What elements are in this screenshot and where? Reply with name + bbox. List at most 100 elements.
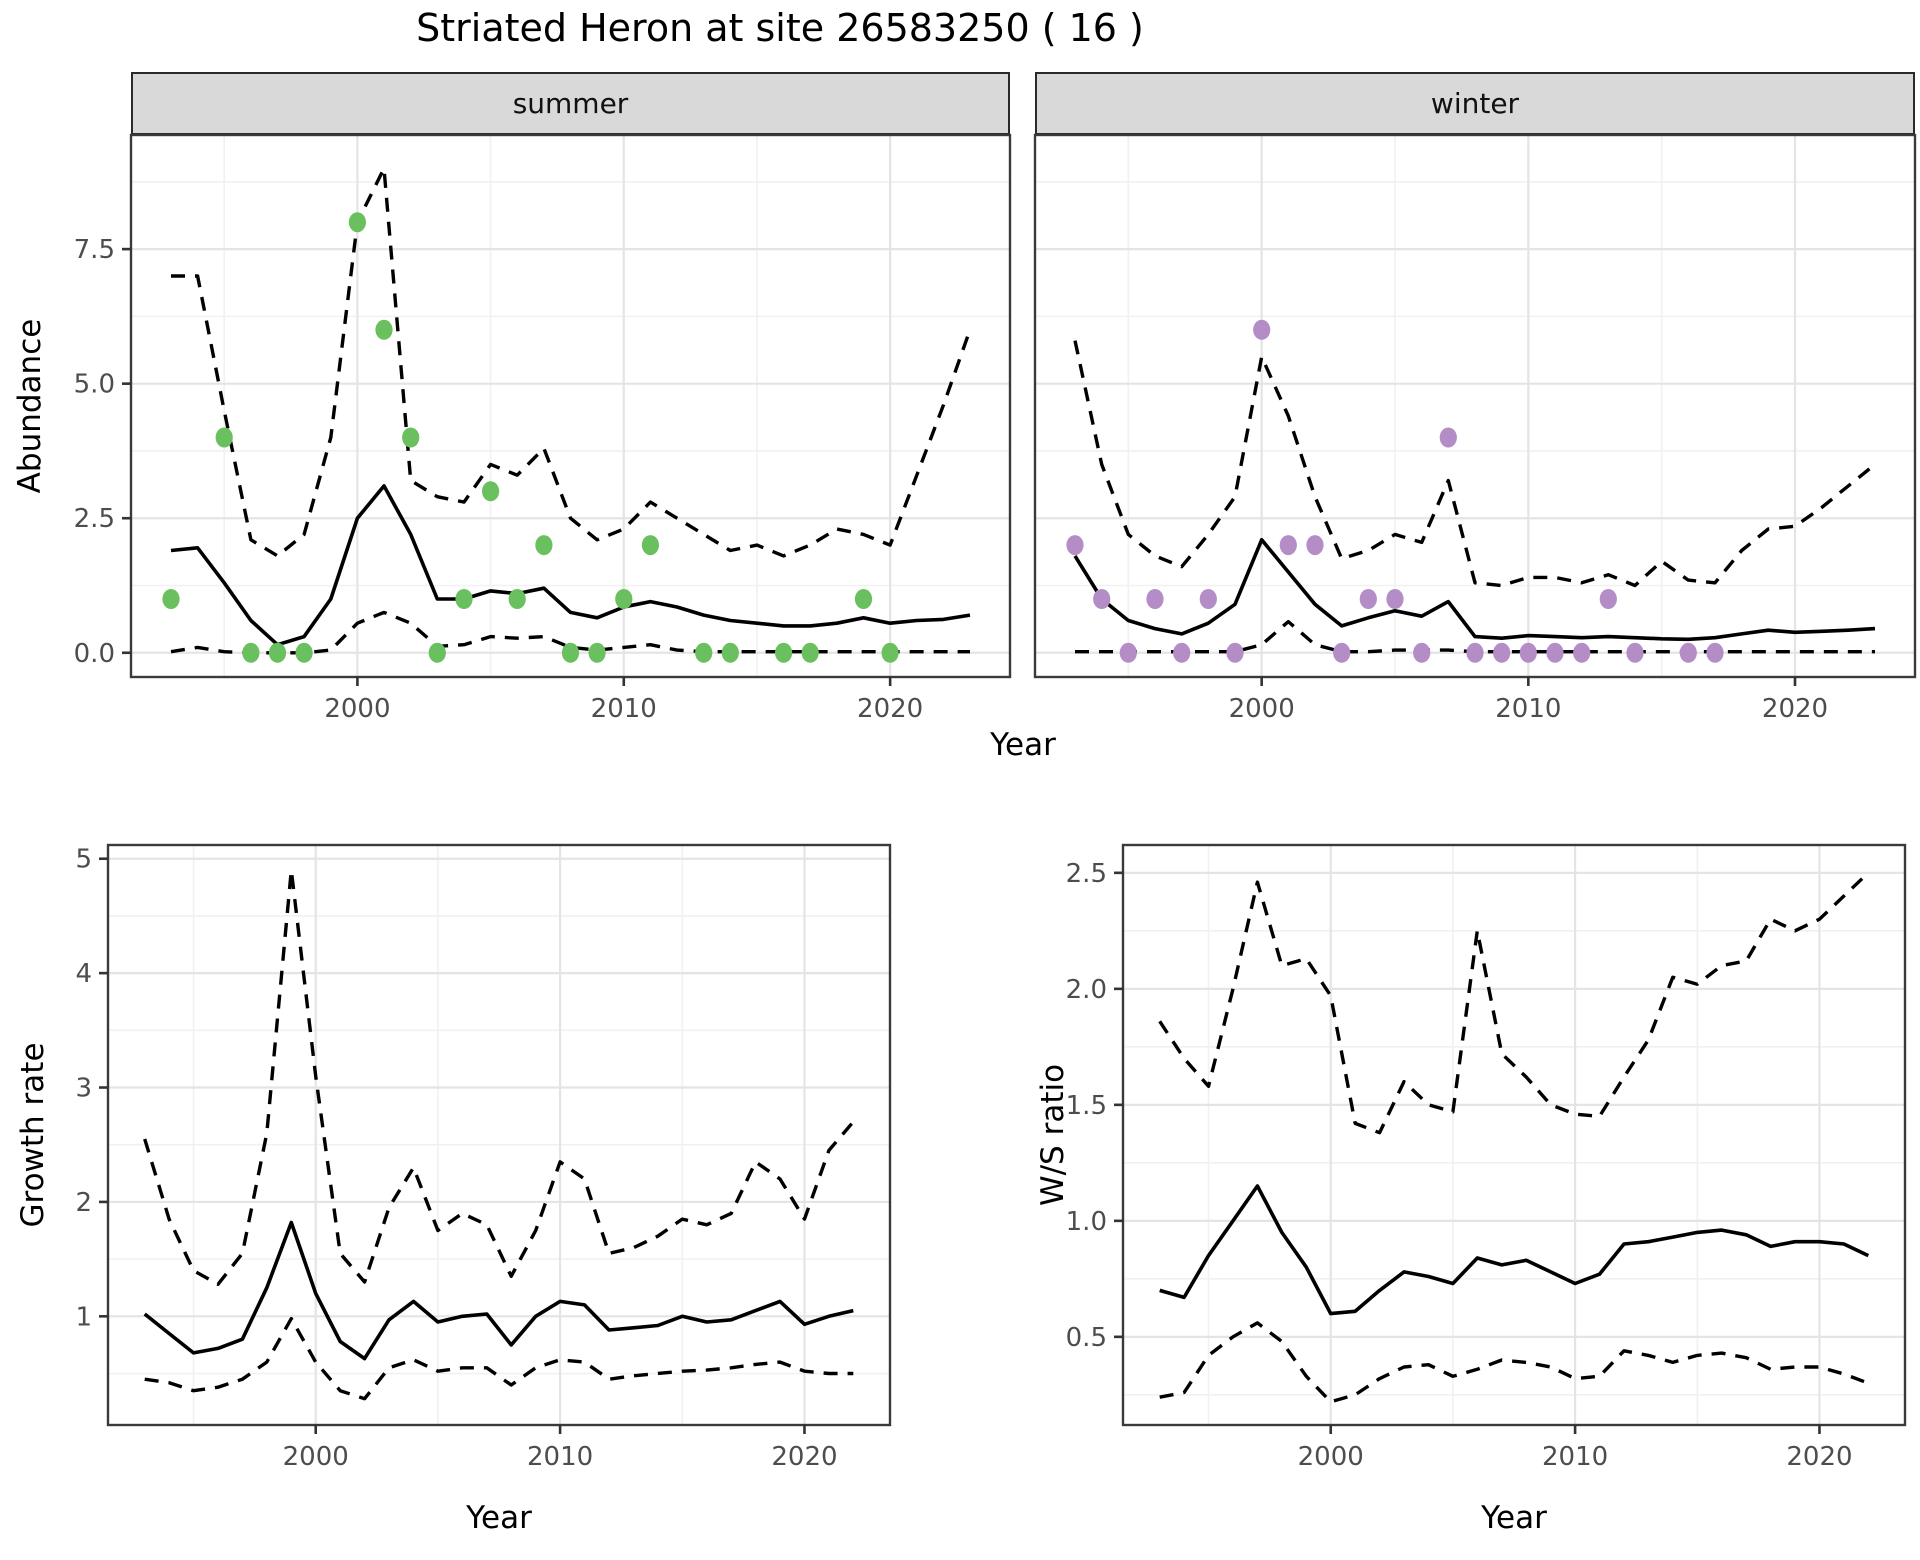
ci-upper-line [1158, 871, 1870, 1135]
x-tick-label: 2020 [857, 694, 923, 724]
y-axis-title-ws: W/S ratio [1035, 1063, 1071, 1207]
observed-point [375, 319, 393, 340]
observed-point [428, 642, 446, 663]
observed-point [1546, 642, 1564, 663]
growth_rate-panel: 2000 2010 2020 1 2 3 4 5 [75, 843, 892, 1472]
observed-point [881, 642, 899, 663]
ws_ratio-panel: 2000 2010 2020 0.5 1.0 1.5 2.0 2.5 [1066, 843, 1907, 1472]
y-axis-title-abundance: Abundance [12, 318, 48, 494]
x-tick-label: 2020 [1762, 694, 1828, 724]
observed-point [1439, 427, 1457, 448]
observed-point [1599, 589, 1617, 609]
x-tick-label: 2000 [283, 1442, 349, 1472]
axis-ticks [122, 247, 892, 686]
panel-background [1123, 845, 1905, 1425]
ci-lower-line [1159, 1321, 1869, 1404]
axis-tick-labels: 2000 2010 2020 0.5 1.0 1.5 2.0 2.5 [1066, 859, 1853, 1472]
observed-point [1333, 642, 1351, 663]
axis-ticks [99, 857, 806, 1434]
observed-point [1279, 535, 1297, 556]
x-tick-label: 2000 [1298, 1442, 1364, 1472]
observed-point [1466, 642, 1484, 663]
y-tick-label: 7.5 [74, 235, 115, 265]
x-tick-label: 2010 [1542, 1442, 1608, 1472]
panel-border [1121, 843, 1907, 1427]
axis-tick-labels: 2000 2010 2020 0.0 2.5 5.0 7.5 [74, 235, 924, 724]
x-tick-label: 2020 [1786, 1442, 1852, 1472]
x-tick-label: 2010 [591, 694, 657, 724]
x-tick-label: 2020 [771, 1442, 837, 1472]
observed-point [1119, 642, 1137, 663]
observed-point [535, 535, 553, 556]
y-tick-label: 4 [75, 959, 92, 989]
y-tick-label: 3 [75, 1074, 92, 1104]
observed-point [1519, 642, 1537, 663]
observed-point [1146, 589, 1164, 609]
facet-strip-summer: summer [131, 72, 1010, 135]
observed-point [1679, 642, 1697, 663]
y-tick-label: 2.5 [74, 504, 115, 534]
observed-point [482, 481, 500, 502]
median-line [143, 1220, 854, 1361]
median-line [1159, 1184, 1870, 1316]
observed-point [402, 427, 420, 448]
x-tick-label: 2000 [324, 694, 390, 724]
gridlines-minor [131, 135, 1010, 677]
observed-point [295, 642, 313, 663]
observed-point [775, 642, 793, 663]
observed-point [268, 642, 287, 663]
ci-upper-line [171, 166, 972, 558]
observed-points [162, 212, 899, 663]
gridlines-minor [1035, 135, 1915, 677]
ci-upper-line [143, 868, 855, 1286]
observed-point [348, 212, 366, 233]
observed-point [1413, 642, 1431, 663]
y-tick-label: 0.5 [1066, 1323, 1107, 1353]
median-line [170, 484, 971, 647]
ci-lower-line [144, 1316, 854, 1401]
observed-point [242, 642, 260, 663]
panel-background [108, 845, 890, 1425]
gridlines-minor [108, 845, 890, 1425]
observed-point [695, 642, 713, 663]
axis-ticks [1114, 871, 1821, 1434]
observed-point [1253, 319, 1271, 340]
y-tick-label: 5 [75, 845, 92, 875]
observed-point [1226, 642, 1244, 663]
panel-border [1033, 133, 1917, 679]
x-axis-title-year-top: Year [990, 727, 1056, 763]
observed-point [1066, 535, 1084, 556]
panel-border [129, 133, 1012, 679]
axis-tick-labels: 2000 2010 2020 [1229, 694, 1829, 724]
x-tick-label: 2010 [1495, 694, 1561, 724]
observed-point [162, 589, 180, 609]
observed-points [1066, 319, 1724, 663]
observed-point [508, 589, 526, 609]
x-tick-label: 2010 [527, 1442, 593, 1472]
observed-point [1573, 642, 1591, 663]
axis-ticks [1260, 677, 1797, 686]
y-tick-label: 5.0 [74, 370, 115, 400]
observed-point [215, 427, 233, 448]
y-tick-label: 0.0 [74, 639, 115, 669]
y-tick-label: 1.0 [1066, 1207, 1107, 1237]
page-title: Striated Heron at site 26583250 ( 16 ) [416, 6, 1144, 50]
x-tick-label: 2000 [1229, 694, 1295, 724]
observed-point [1306, 535, 1324, 556]
observed-point [455, 589, 473, 609]
observed-point [1173, 642, 1191, 663]
gridlines-major [1123, 845, 1905, 1425]
facet-strip-winter: winter [1035, 72, 1915, 135]
observed-point [1199, 589, 1217, 609]
observed-point [1626, 642, 1644, 663]
x-axis-title-year-ws: Year [1481, 1500, 1547, 1536]
y-tick-label: 2.5 [1066, 859, 1107, 889]
y-tick-label: 2 [75, 1188, 92, 1218]
facet-strip-summer-label: summer [512, 87, 629, 120]
observed-point [588, 642, 606, 663]
facet-strip-winter-label: winter [1430, 87, 1520, 120]
y-tick-label: 1 [75, 1302, 92, 1332]
panel-background [1035, 135, 1915, 677]
ci-upper-line [1073, 340, 1877, 588]
